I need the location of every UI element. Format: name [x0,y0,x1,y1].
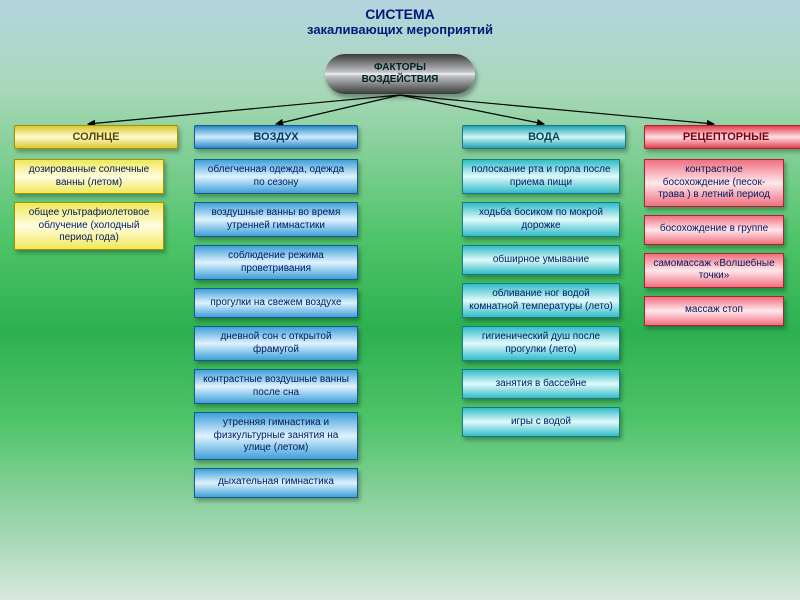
air-item: дневной сон с открытой фрамугой [194,326,358,361]
air-item: дыхательная гимнастика [194,468,358,498]
recep-item: самомассаж «Волшебные точки» [644,253,784,288]
water-item: полоскание рта и горла после приема пищи [462,159,620,194]
water-item: ходьба босиком по мокрой дорожке [462,202,620,237]
root-line2: ВОЗДЕЙСТВИЯ [362,74,439,86]
column-sun: СОЛНЦЕ дозированные солнечные ванны (лет… [14,125,178,258]
sun-item: общее ультрафиолетовое облучение (холодн… [14,202,164,250]
header-water: ВОДА [462,125,626,149]
header-air: ВОЗДУХ [194,125,358,149]
water-item: игры с водой [462,407,620,437]
sun-item: дозированные солнечные ванны (летом) [14,159,164,194]
recep-item: массаж стоп [644,296,784,326]
air-item: облегченная одежда, одежда по сезону [194,159,358,194]
diagram-title: СИСТЕМА закаливающих мероприятий [0,6,800,37]
column-air: ВОЗДУХ облегченная одежда, одежда по сез… [194,125,358,506]
title-line2: закаливающих мероприятий [0,22,800,37]
air-item: воздушные ванны во время утренней гимнас… [194,202,358,237]
water-item: гигиенический душ после прогулки (лето) [462,326,620,361]
air-item: контрастные воздушные ванны после сна [194,369,358,404]
air-item: прогулки на свежем воздухе [194,288,358,318]
header-receptor: РЕЦЕПТОРНЫЕ [644,125,800,149]
water-item: занятия в бассейне [462,369,620,399]
recep-item: босохождение в группе [644,215,784,245]
column-receptor: РЕЦЕПТОРНЫЕ контрастное босохождение (пе… [644,125,800,334]
root-node: ФАКТОРЫ ВОЗДЕЙСТВИЯ [325,54,475,94]
water-item: обливание ног водой комнатной температур… [462,283,620,318]
column-water: ВОДА полоскание рта и горла после приема… [462,125,626,445]
air-item: утренняя гимнастика и физкультурные заня… [194,412,358,460]
recep-item: контрастное босохождение (песок-трава ) … [644,159,784,207]
root-line1: ФАКТОРЫ [374,62,426,74]
water-item: обширное умывание [462,245,620,275]
title-line1: СИСТЕМА [0,6,800,22]
air-item: соблюдение режима проветривания [194,245,358,280]
header-sun: СОЛНЦЕ [14,125,178,149]
